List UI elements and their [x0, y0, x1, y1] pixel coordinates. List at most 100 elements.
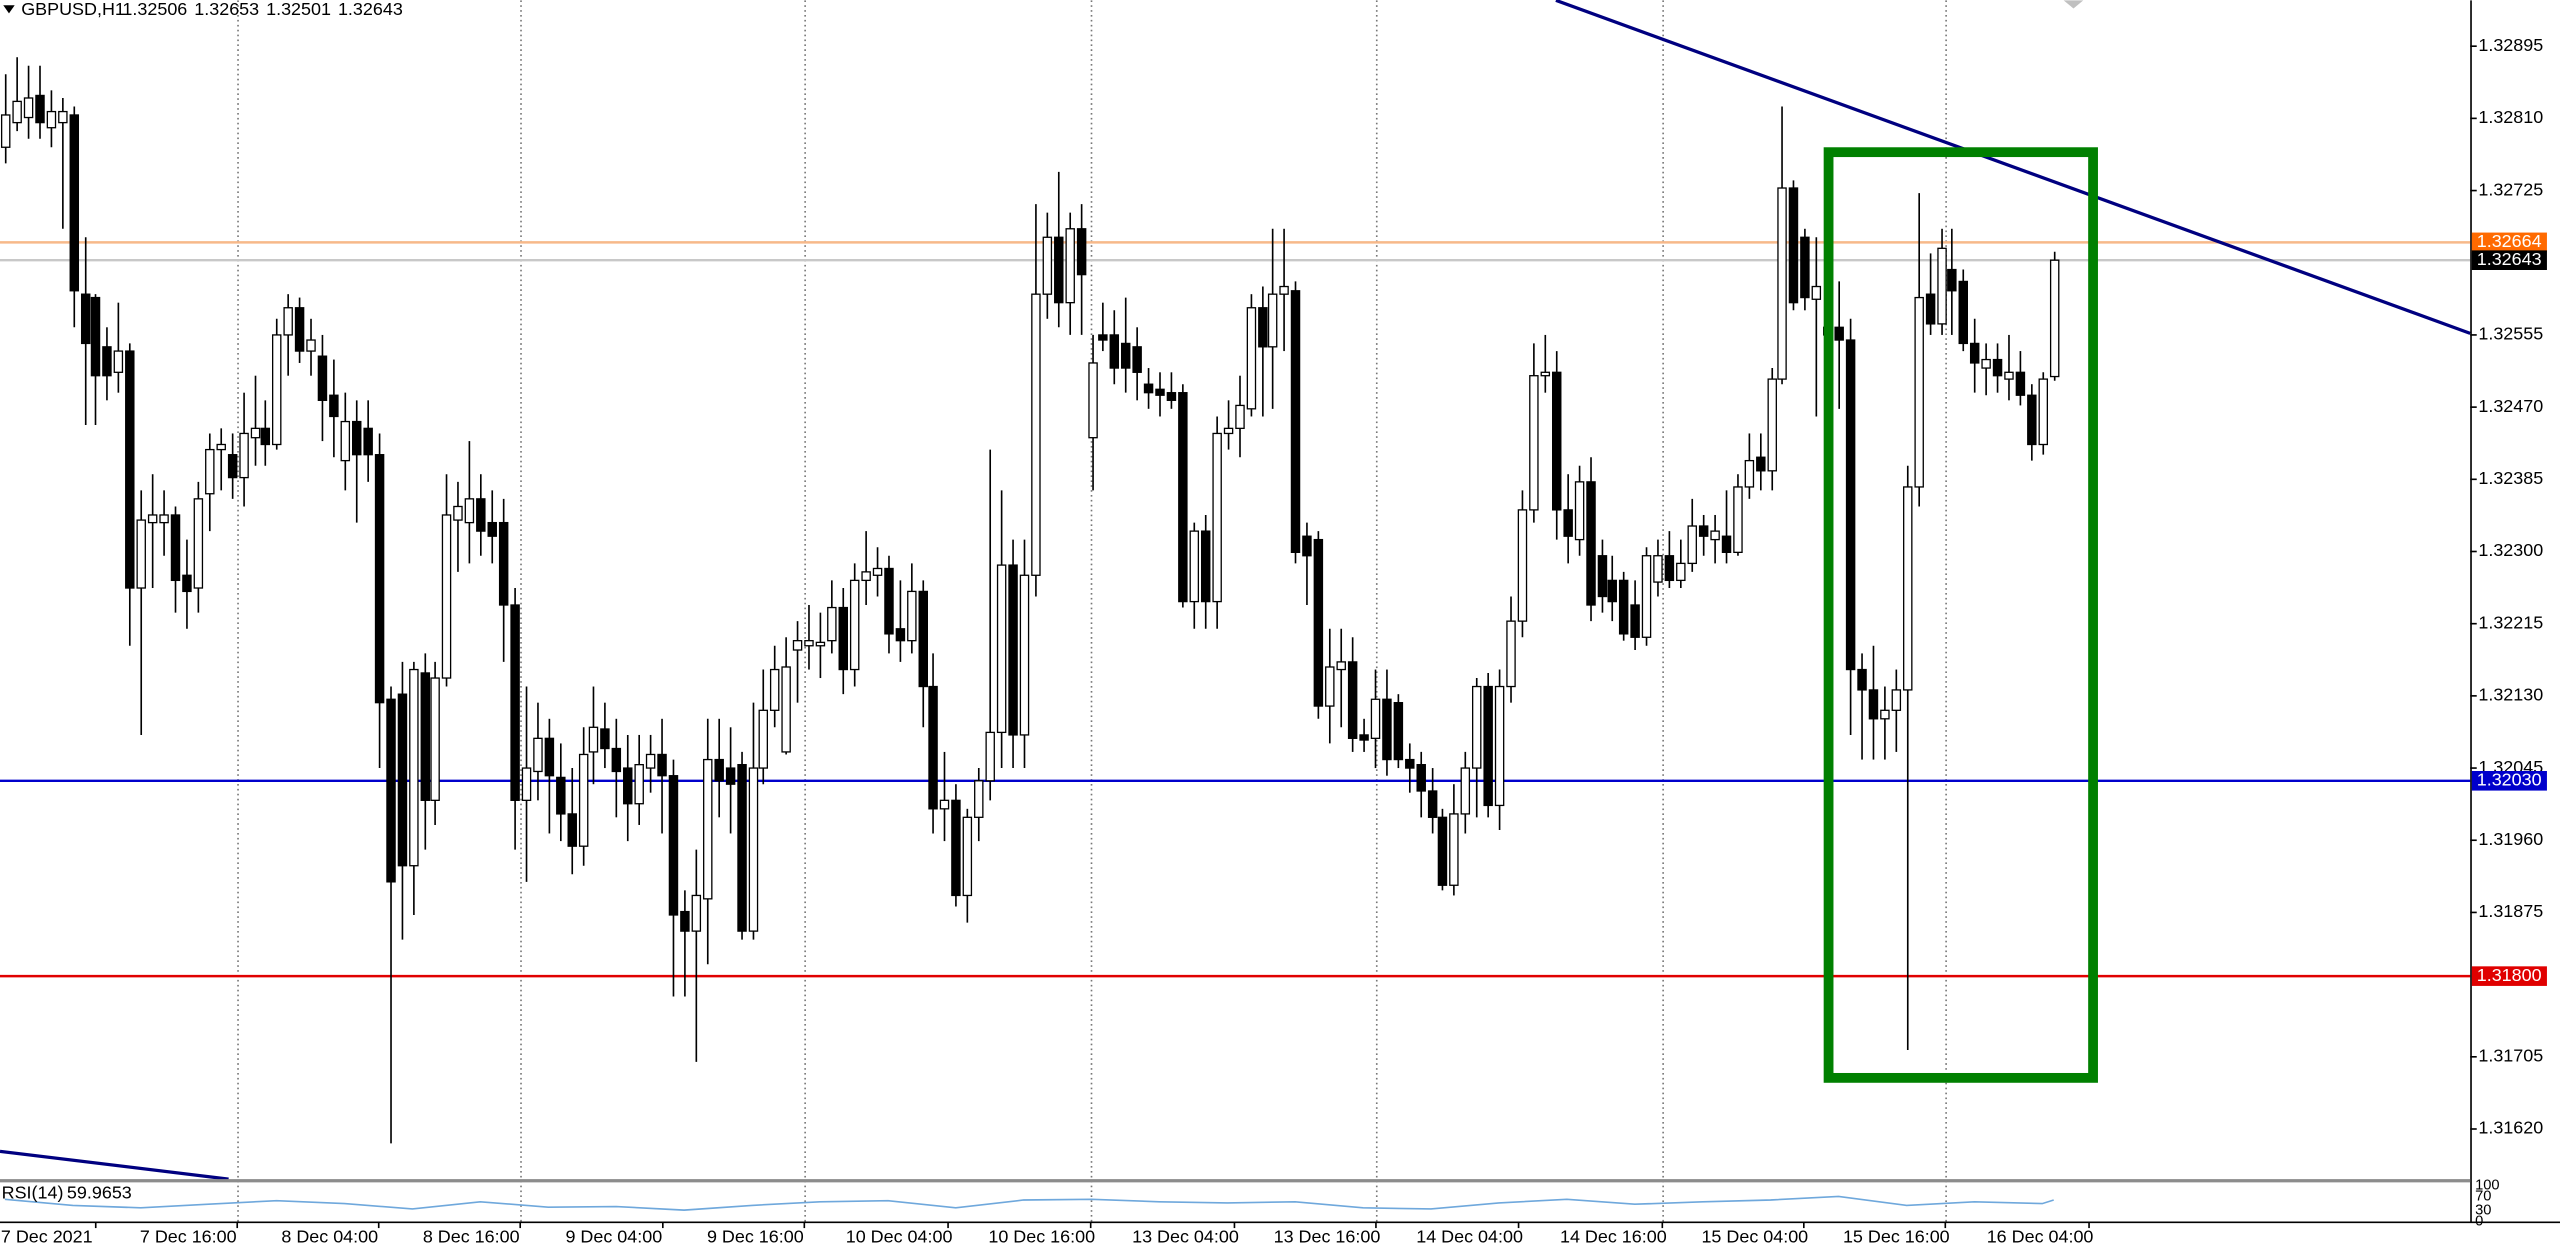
- candle-body: [1903, 486, 1913, 691]
- candle-body: [340, 420, 351, 462]
- candle-body: [1992, 358, 2003, 377]
- y-tick-label: 1.32725: [2478, 179, 2543, 199]
- candle-body: [193, 498, 204, 589]
- candle-body: [907, 590, 917, 642]
- candle-body: [1178, 392, 1188, 603]
- candle-body: [374, 454, 385, 704]
- candle-body: [1212, 432, 1222, 603]
- y-tick-label: 1.32895: [2478, 35, 2543, 55]
- x-tick-label: 16 Dec 04:00: [1987, 1227, 2094, 1247]
- marker: [2063, 0, 2084, 9]
- price-tag-label: 1.31800: [2477, 965, 2542, 985]
- x-tick-label: 14 Dec 16:00: [1560, 1227, 1667, 1247]
- rsi-line: [4, 1195, 2054, 1211]
- candle-body: [46, 110, 57, 129]
- candle-body: [136, 519, 146, 589]
- candle-body: [2027, 394, 2037, 446]
- x-tick-label: 9 Dec 16:00: [707, 1227, 804, 1247]
- candle-body: [1054, 236, 1064, 304]
- candle-body: [1008, 564, 1018, 736]
- candle-body: [1290, 290, 1301, 553]
- candle-body: [1937, 247, 1947, 325]
- candle-body: [668, 775, 679, 916]
- candle-body: [838, 606, 848, 671]
- x-tick-label: 13 Dec 16:00: [1274, 1227, 1381, 1247]
- candle-body: [1981, 358, 1991, 369]
- candle-body: [1552, 371, 1562, 511]
- indicator-value: 59.9653: [67, 1183, 132, 1203]
- candle-body: [216, 443, 226, 451]
- candle-body: [102, 346, 112, 377]
- candle-body: [567, 813, 577, 847]
- candle-body: [294, 307, 305, 352]
- candle-body: [464, 498, 475, 524]
- candles: [0, 57, 2060, 1144]
- candle-body: [1563, 509, 1573, 537]
- candle-body: [1258, 307, 1268, 348]
- candle-body: [623, 767, 633, 805]
- candle-body: [1098, 334, 1108, 341]
- candle-body: [1914, 296, 1924, 488]
- trend-line: [0, 1149, 229, 1181]
- x-tick-label: 7 Dec 16:00: [140, 1227, 237, 1247]
- candle-body: [521, 767, 532, 801]
- candle-body: [895, 628, 906, 642]
- candle-body: [951, 799, 961, 897]
- candle-body: [544, 737, 555, 777]
- candle-body: [611, 747, 622, 773]
- high-value: 1.32653: [194, 0, 259, 19]
- candle-body: [578, 753, 589, 847]
- y-tick-label: 1.32300: [2478, 540, 2543, 560]
- candle-body: [1427, 790, 1438, 818]
- candle-body: [1132, 346, 1142, 373]
- candle-body: [1698, 525, 1709, 537]
- candle-body: [409, 668, 419, 867]
- candle-body: [769, 668, 780, 711]
- candle-body: [939, 799, 950, 810]
- candle-body: [272, 334, 282, 446]
- candle-body: [1756, 456, 1766, 472]
- candle-body: [748, 767, 759, 932]
- price-tag-label: 1.32643: [2477, 249, 2542, 269]
- candle-body: [35, 94, 45, 124]
- candle-body: [386, 698, 396, 883]
- candle-body: [159, 514, 169, 524]
- candle-body: [1574, 481, 1585, 541]
- menu-arrow[interactable]: [3, 5, 15, 14]
- price-tag-label: 1.32030: [2477, 770, 2542, 790]
- y-tick-label: 1.31705: [2478, 1046, 2543, 1066]
- candle-body: [1880, 709, 1890, 720]
- candle-body: [125, 350, 135, 589]
- candle-body: [1925, 293, 1936, 325]
- price-tag: [2471, 771, 2547, 791]
- y-tick-label: 1.31875: [2478, 901, 2543, 921]
- candle-body: [1653, 555, 1663, 583]
- candle-body: [1969, 342, 1980, 364]
- candle-body: [634, 764, 644, 805]
- candle-body: [974, 780, 984, 818]
- candle-body: [80, 293, 91, 345]
- candle-body: [1382, 698, 1392, 761]
- candle-body: [147, 514, 158, 524]
- candle-body: [1155, 388, 1165, 396]
- x-tick-label: 8 Dec 16:00: [423, 1227, 520, 1247]
- candle-body: [1733, 486, 1743, 553]
- candle-body: [1868, 689, 1879, 720]
- candle-body: [1437, 816, 1448, 886]
- candle-body: [329, 394, 339, 418]
- candle-body: [714, 758, 724, 782]
- candle-body: [680, 910, 690, 932]
- candle-body: [363, 427, 373, 456]
- candle-body: [1744, 459, 1755, 488]
- candle-body: [1460, 767, 1471, 815]
- y-tick-label: 1.32470: [2478, 396, 2543, 416]
- candle-body: [317, 355, 328, 401]
- candle-body: [1800, 236, 1810, 299]
- candle-body: [1891, 689, 1902, 711]
- candle-body: [1788, 187, 1799, 304]
- candle-body: [1065, 228, 1075, 304]
- candle-body: [1630, 604, 1640, 638]
- candle-body: [1472, 685, 1482, 769]
- candle-body: [928, 685, 938, 810]
- candle-body: [1449, 813, 1459, 886]
